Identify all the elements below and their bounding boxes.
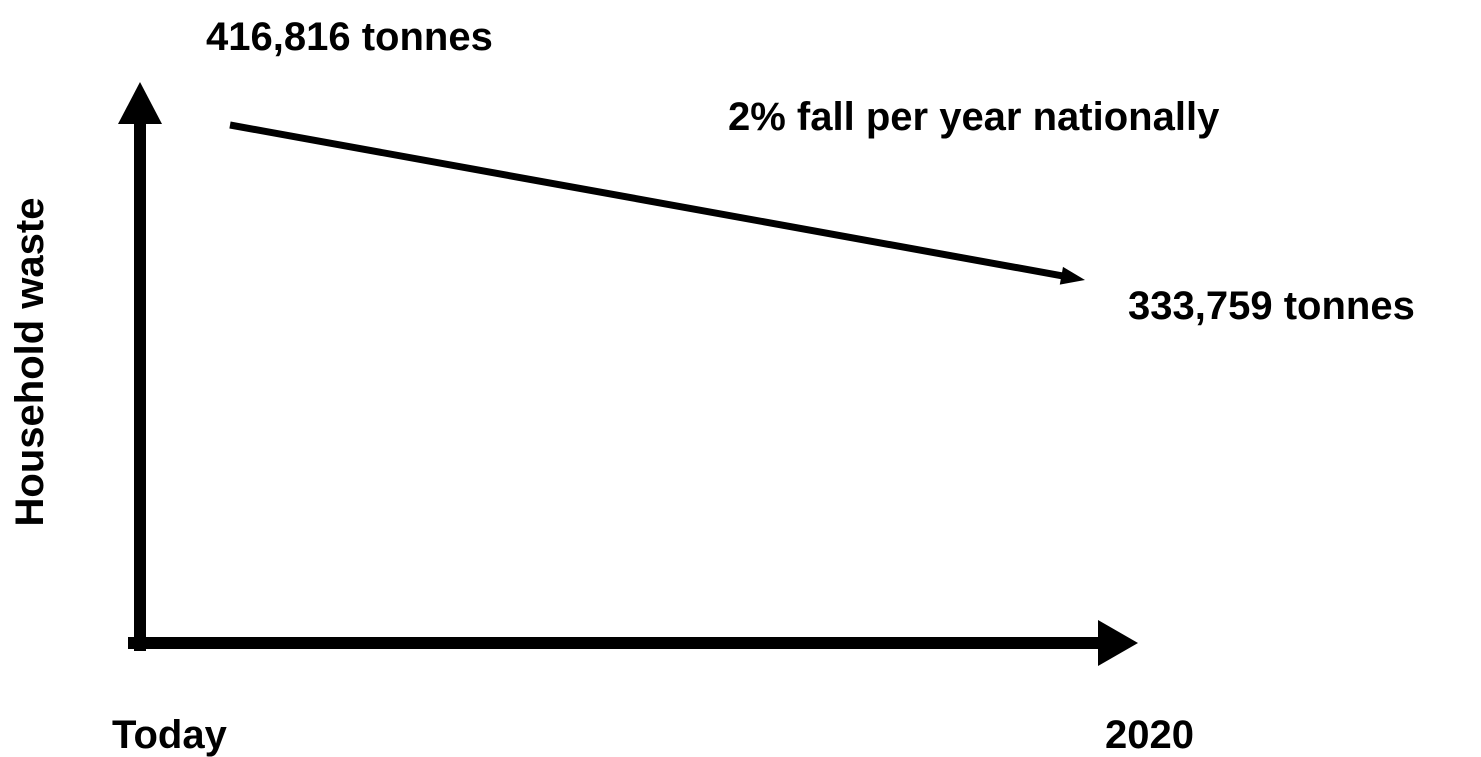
x-tick-label-start: Today (112, 713, 227, 757)
trend-annotation: 2% fall per year nationally (728, 95, 1220, 139)
start-value-label: 416,816 tonnes (206, 15, 493, 59)
y-axis-label: Household waste (8, 197, 52, 527)
end-value-label: 333,759 tonnes (1128, 284, 1415, 328)
x-axis-arrowhead (1098, 620, 1138, 666)
trend-arrowhead (1059, 266, 1085, 285)
x-tick-label-end: 2020 (1105, 713, 1194, 757)
series-group (229, 121, 1085, 285)
trend-line (229, 121, 1066, 280)
y-axis-arrowhead (118, 82, 162, 124)
